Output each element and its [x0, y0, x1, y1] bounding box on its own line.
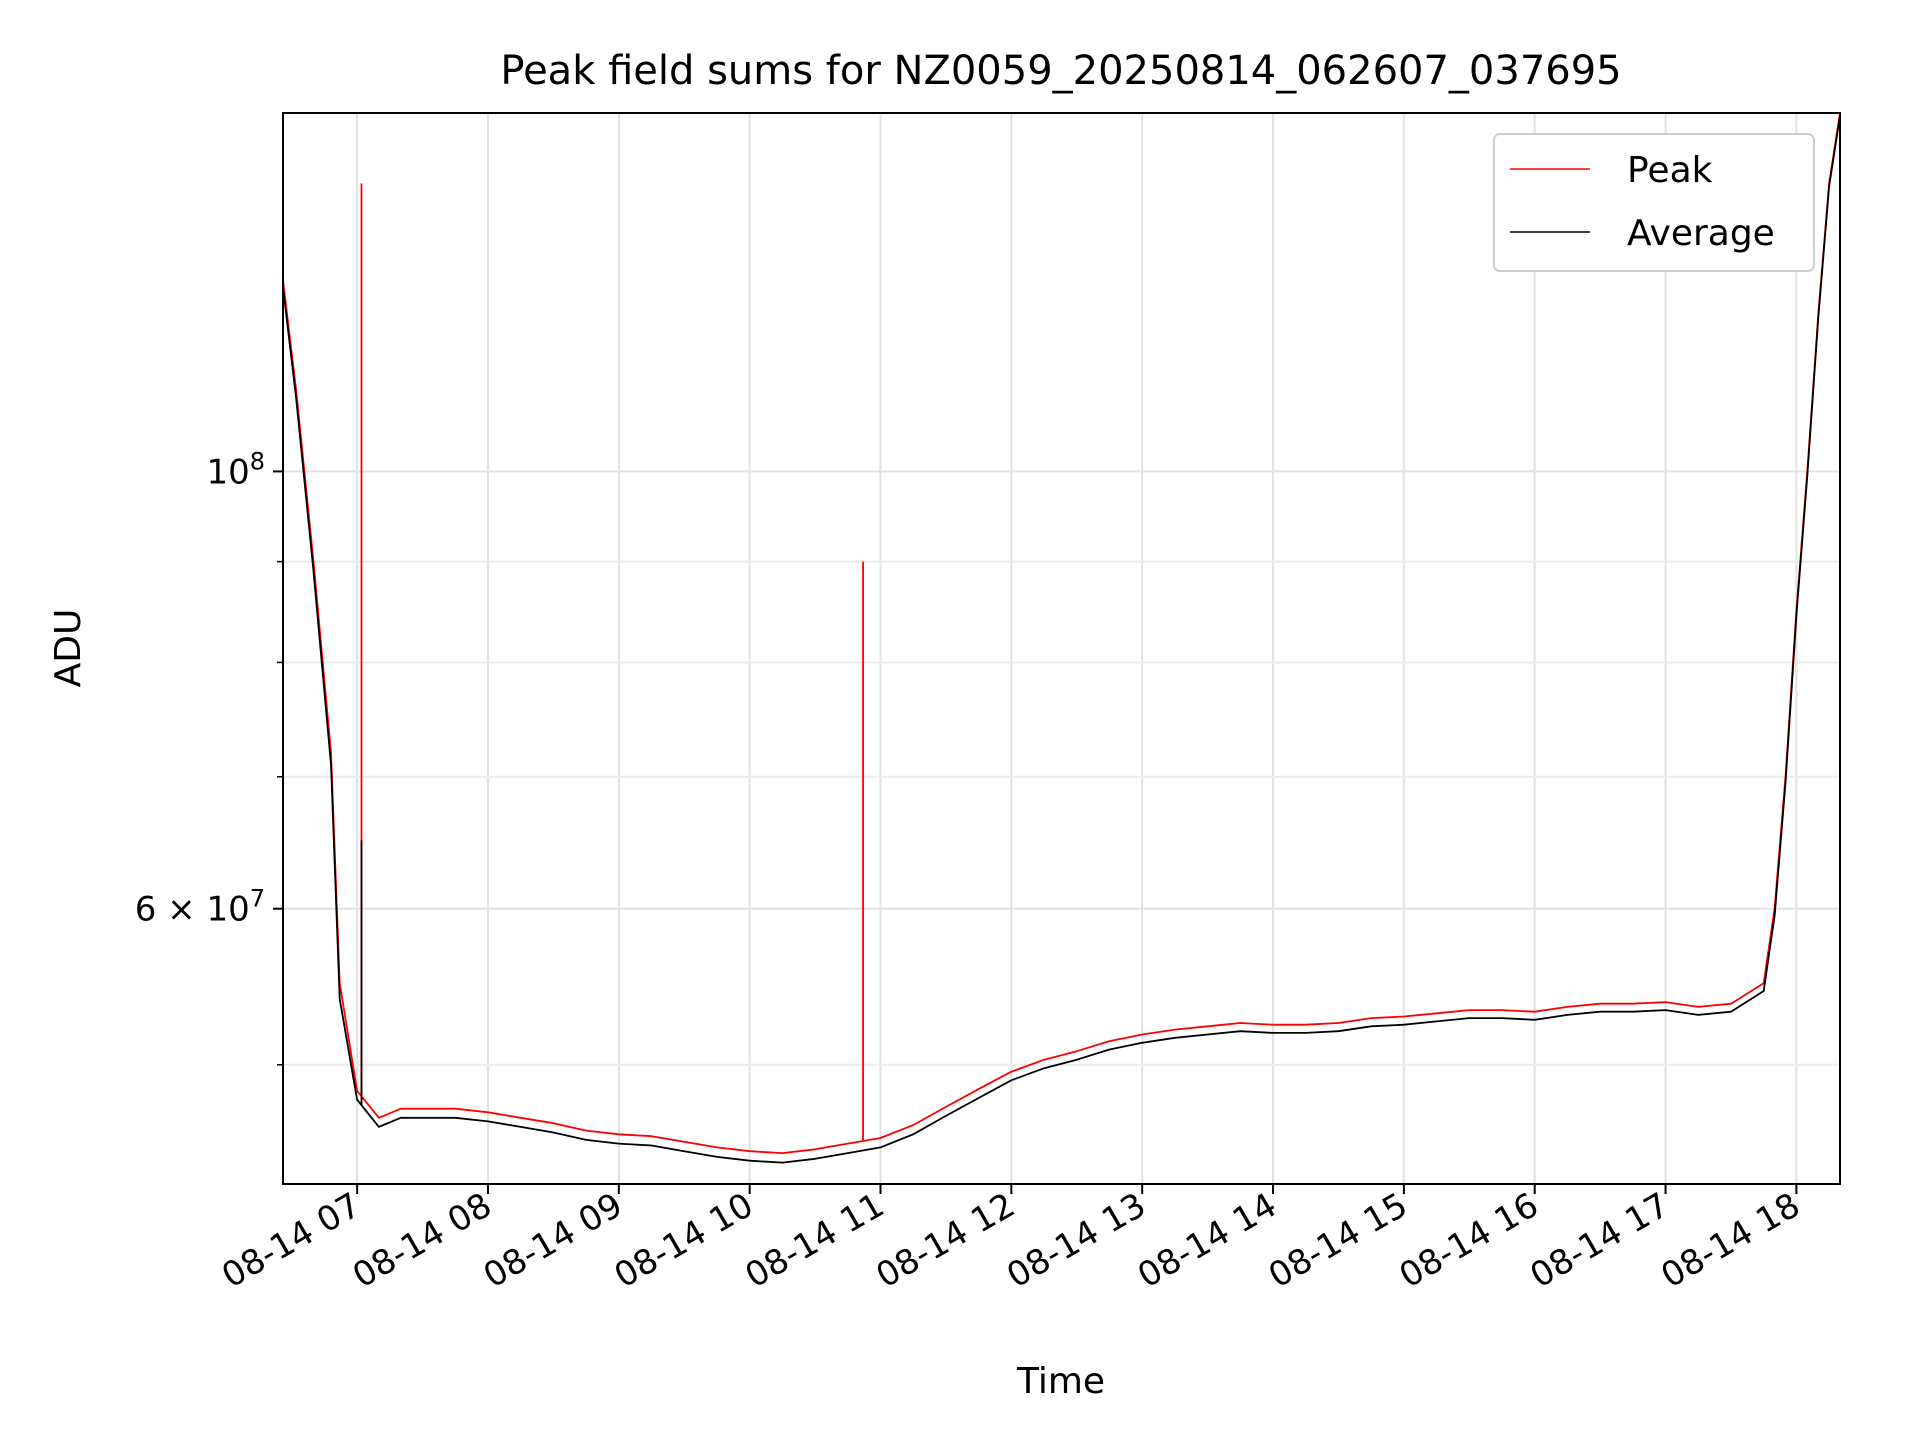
- y-tick-label: 6 × 107: [135, 885, 265, 930]
- series-line-average: [282, 115, 1841, 1164]
- y-tick-label: 108: [206, 447, 265, 492]
- series-line-peak: [282, 112, 1841, 1154]
- x-axis-label: Time: [1016, 1361, 1105, 1402]
- chart-title: Peak field sums for NZ0059_20250814_0626…: [500, 48, 1621, 94]
- series-layer: [282, 112, 1841, 1164]
- legend-label-average: Average: [1627, 213, 1775, 254]
- plot-frame: [282, 112, 1841, 1185]
- y-axis-label: ADU: [48, 609, 89, 688]
- legend-label-peak: Peak: [1627, 150, 1713, 191]
- legend: Peak Average: [1493, 133, 1815, 272]
- grid: [283, 113, 1840, 1184]
